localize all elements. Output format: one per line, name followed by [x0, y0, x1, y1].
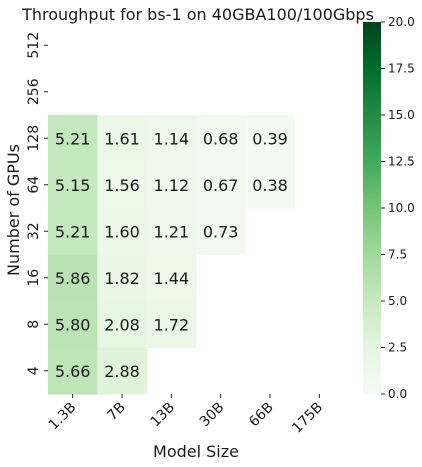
heatmap-cell	[97, 208, 148, 255]
colorbar	[363, 22, 381, 394]
colorbar-tick-label: 0.0	[388, 387, 407, 401]
y-tick-label: 512	[26, 32, 42, 59]
colorbar-tick-label: 2.5	[388, 341, 407, 355]
x-axis-label: Model Size	[153, 442, 239, 461]
cell-value-label: 0.67	[203, 176, 239, 195]
heatmap-cell	[245, 115, 296, 162]
cell-value-label: 2.88	[104, 362, 140, 381]
x-tick-label: 175B	[289, 400, 326, 437]
cell-value-label: 5.66	[55, 362, 91, 381]
heatmap-cell	[48, 347, 98, 395]
cell-value-label: 2.08	[104, 315, 140, 334]
heatmap-cell	[146, 115, 197, 162]
y-tick-label: 128	[26, 125, 42, 152]
cell-value-label: 1.60	[104, 222, 140, 241]
cell-value-label: 1.56	[104, 176, 140, 195]
cell-value-label: 1.12	[154, 176, 190, 195]
y-tick-label: 16	[26, 269, 42, 287]
cell-value-label: 5.80	[55, 315, 91, 334]
colorbar-tick-label: 12.5	[388, 155, 415, 169]
cell-value-label: 0.73	[203, 222, 239, 241]
colorbar-ticks: 0.0 2.5 5.0 7.5 10.0 12.5 15.0 17.5 20.0	[381, 15, 415, 401]
colorbar-tick-label: 7.5	[388, 248, 407, 262]
cell-value-label: 1.44	[154, 269, 190, 288]
heatmap-cell	[146, 208, 197, 255]
heatmap-cell	[48, 301, 98, 348]
heatmap-cell	[146, 161, 197, 209]
heatmap-cell	[146, 301, 197, 348]
heatmap-cell	[196, 115, 246, 162]
heatmap-cell	[245, 161, 296, 209]
heatmap-cell	[196, 161, 246, 209]
heatmap-cell	[97, 347, 148, 395]
heatmap-cell	[48, 254, 98, 302]
x-axis-ticks: 1.3B 7B 13B 30B 66B 175B	[46, 394, 326, 437]
y-tick-label: 32	[26, 222, 42, 240]
cell-value-label: 0.38	[252, 176, 288, 195]
x-tick-label: 1.3B	[46, 400, 80, 434]
cell-value-label: 0.39	[252, 129, 288, 148]
cell-value-label: 5.21	[55, 129, 91, 148]
cell-value-label: 5.15	[55, 176, 91, 195]
heatmap-cell	[97, 254, 148, 302]
y-tick-label: 4	[26, 366, 42, 375]
colorbar-tick-label: 10.0	[388, 201, 415, 215]
heatmap-cell	[146, 254, 197, 302]
heatmap-cell	[196, 208, 246, 255]
colorbar-tick-label: 17.5	[388, 62, 415, 76]
heatmap-cell	[48, 208, 98, 255]
cell-value-label: 1.72	[154, 315, 190, 334]
y-tick-label: 8	[26, 320, 42, 329]
heatmap-cell	[97, 161, 148, 209]
heatmap-cell	[48, 161, 98, 209]
colorbar-tick-label: 15.0	[388, 108, 415, 122]
x-tick-label: 13B	[147, 400, 178, 431]
cell-value-label: 1.82	[104, 269, 140, 288]
y-tick-label: 64	[26, 176, 42, 194]
y-tick-label: 256	[26, 78, 42, 105]
cell-value-label: 1.61	[104, 129, 140, 148]
heatmap-cell	[97, 115, 148, 162]
cell-value-label: 1.14	[154, 129, 190, 148]
y-axis-label: Number of GPUs	[4, 144, 23, 276]
cell-value-label: 5.86	[55, 269, 91, 288]
chart-title: Throughput for bs-1 on 40GBA100/100Gbps	[21, 5, 374, 24]
x-tick-label: 7B	[104, 400, 128, 424]
colorbar-tick-label: 20.0	[388, 15, 415, 29]
cell-value-label: 5.21	[55, 222, 91, 241]
heatmap-cell	[97, 301, 148, 348]
heatmap-cell	[48, 115, 98, 162]
cell-value-label: 1.21	[154, 222, 190, 241]
x-tick-label: 30B	[197, 400, 228, 431]
cell-annotations: 5.21 1.61 1.14 0.68 0.39 5.15 1.56 1.12 0.67 0.38…	[55, 129, 288, 381]
colorbar-tick-label: 5.0	[388, 294, 407, 308]
y-axis-ticks: 512 256 128 64 32 16 8 4	[26, 32, 48, 375]
heatmap-cells	[48, 115, 296, 395]
cell-value-label: 0.68	[203, 129, 239, 148]
x-tick-label: 66B	[246, 400, 277, 431]
